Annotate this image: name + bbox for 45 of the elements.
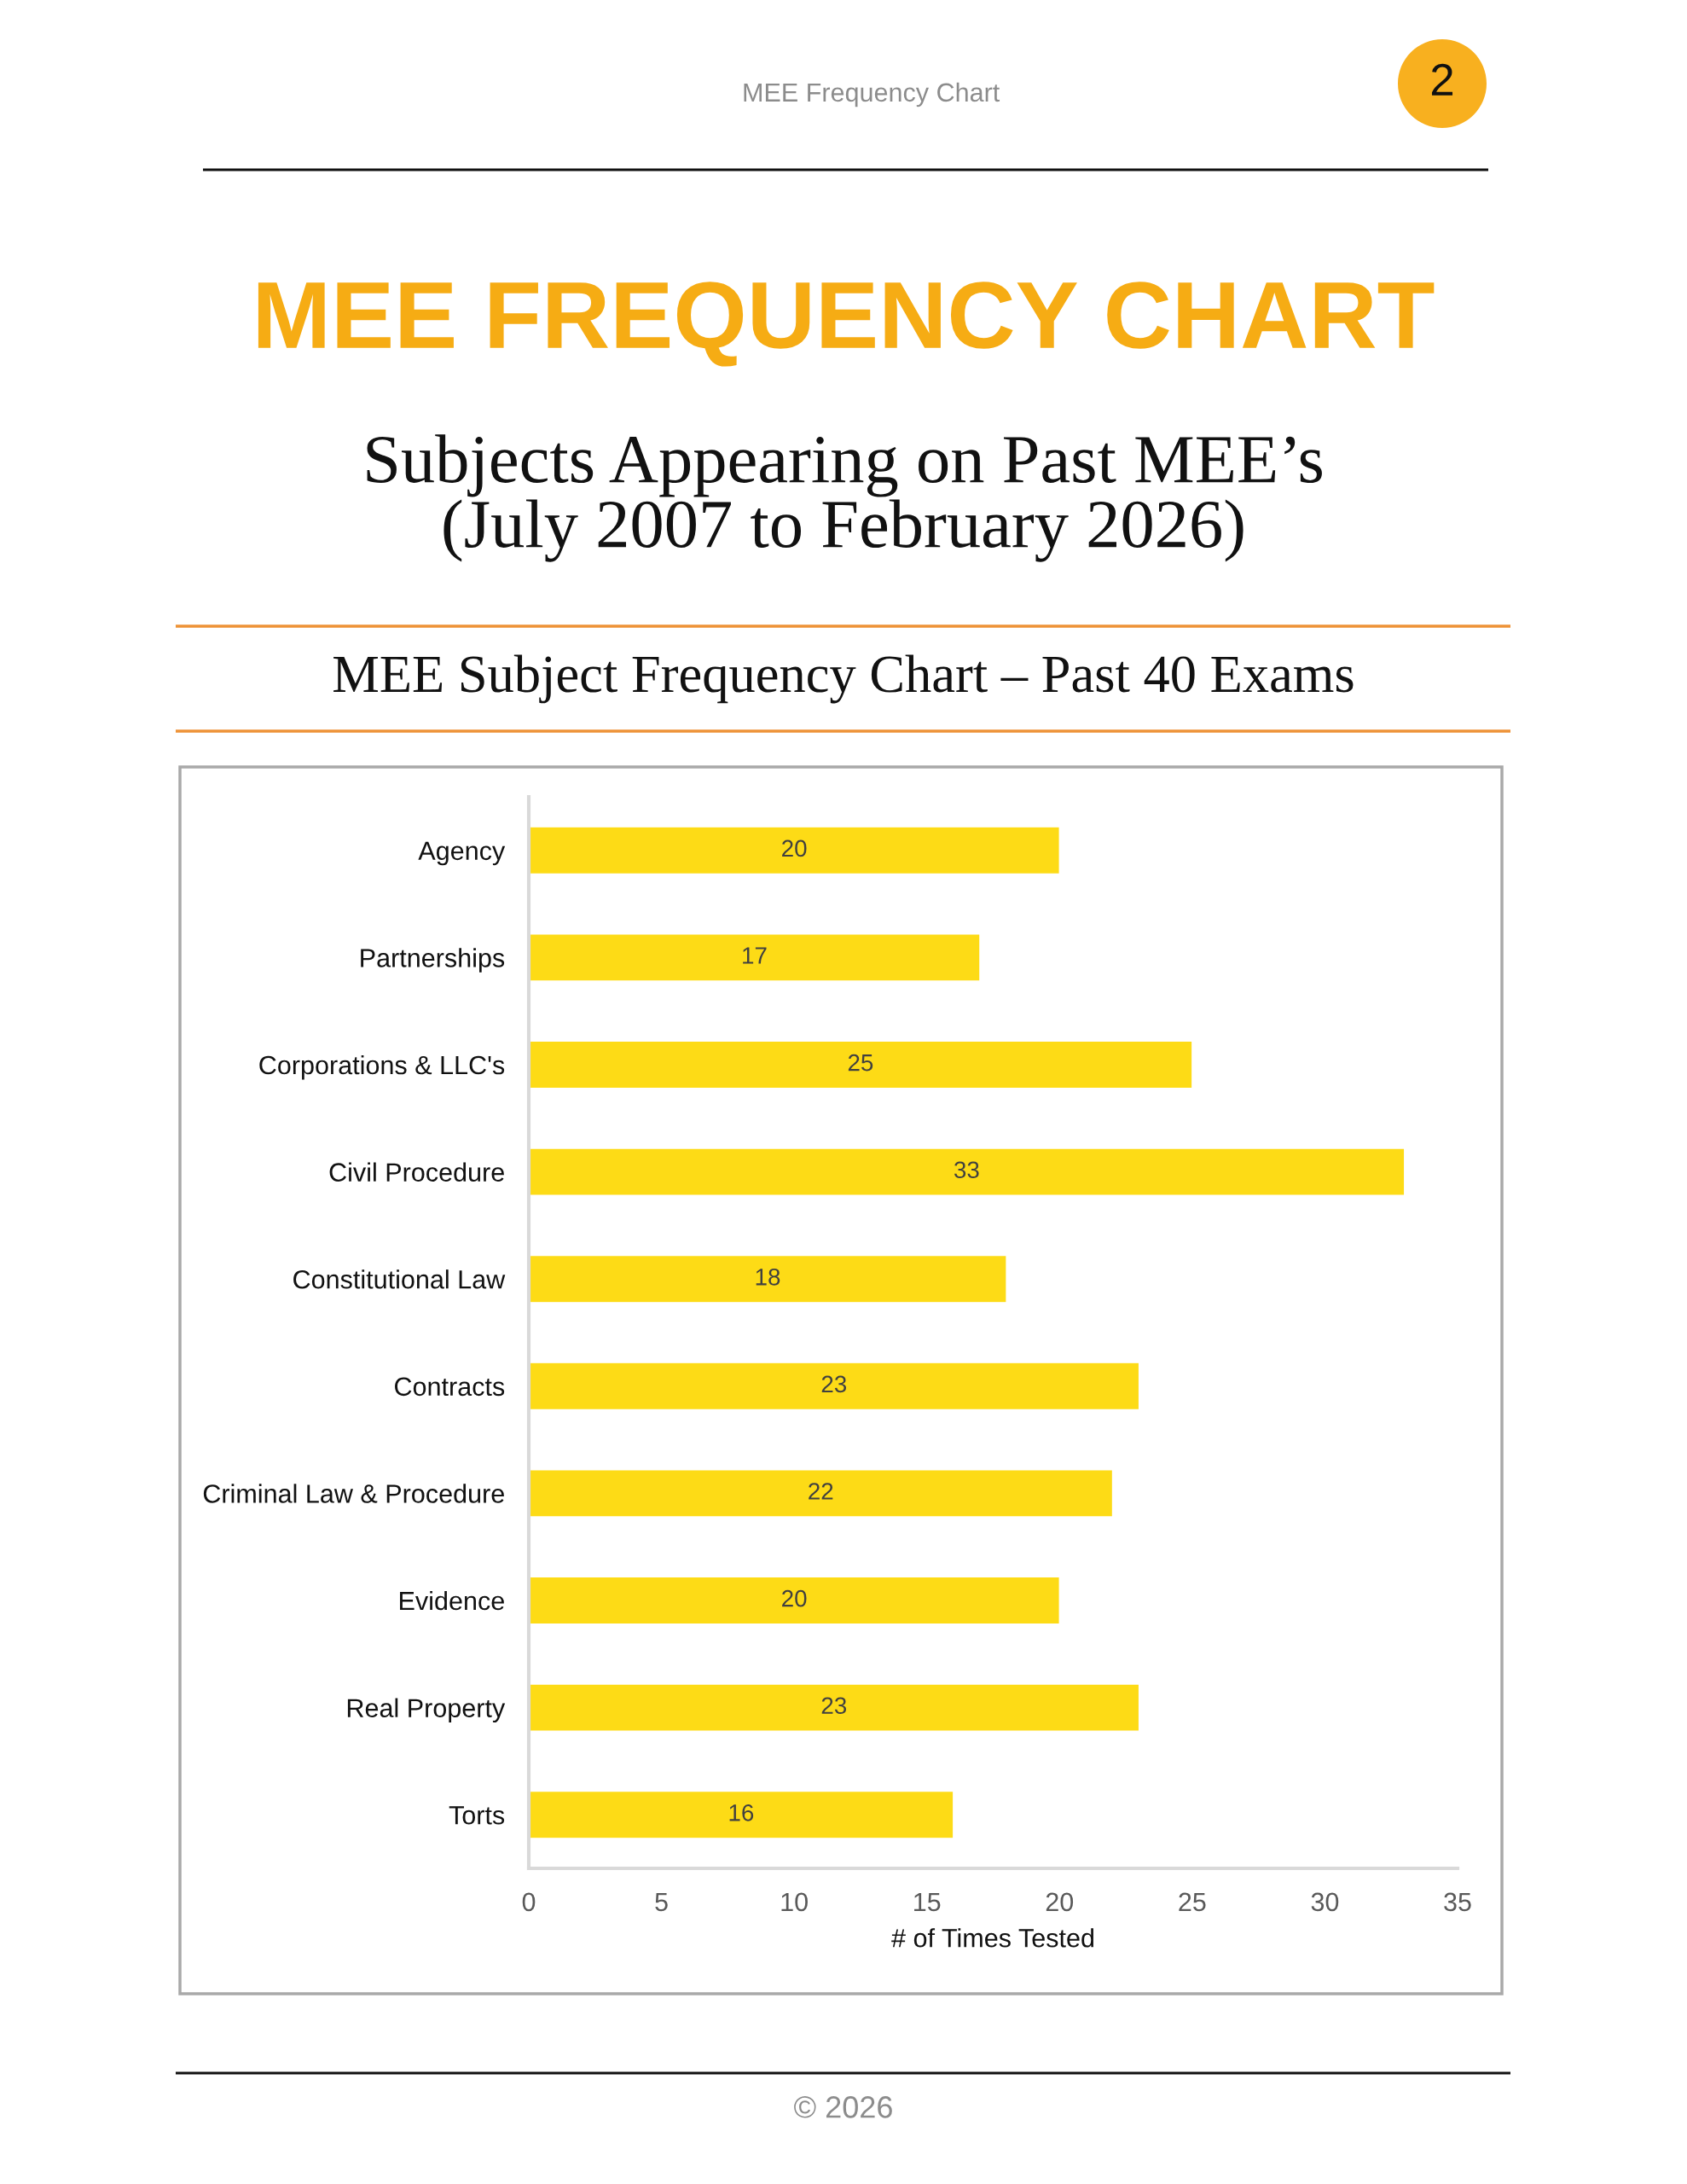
chart-title: MEE FREQUENCY CHART [258,282,1435,367]
data-label: 33 [954,1161,979,1179]
bar [529,1362,1140,1411]
y-tick-label: Agency [418,841,506,866]
text: 2 [1431,63,1453,96]
y-tick-label: Real Property [347,1698,506,1723]
x-tick-label: 25 [1179,1892,1206,1912]
bar [529,1790,954,1839]
text: © 2026 [794,2096,892,2118]
bar [529,1254,1007,1304]
data-label: 20 [782,1589,807,1607]
y-tick-label: Civil Procedure [329,1162,504,1182]
x-tick-label: 10 [781,1892,808,1912]
x-tick-label: 0 [522,1892,536,1912]
bar [529,826,1060,875]
x-tick-label: 20 [1046,1892,1074,1912]
bar [529,1576,1060,1625]
x-tick-label: 35 [1444,1892,1471,1912]
y-tick-label: Evidence [400,1590,504,1611]
x-tick-label: 30 [1311,1892,1339,1912]
chart-subtitle: Subjects Appearing on Past MEE’s (July 2007 to February 2026) [367,434,1322,562]
y-tick-label: Corporations & LLC's [259,1054,505,1080]
bar [529,1683,1140,1732]
x-axis-title: # of Times Tested [891,1928,1093,1948]
y-tick-label: Contracts [395,1377,505,1397]
y-tick-label: Partnerships [361,948,505,973]
text: MEE Frequency Chart [744,82,1000,107]
bar [529,1469,1114,1518]
data-label: 22 [809,1483,833,1500]
bar [529,1147,1406,1196]
bar [529,933,981,982]
bar [529,1040,1193,1089]
data-label: 18 [756,1268,780,1286]
data-label: 17 [743,947,767,964]
x-tick-label: 5 [655,1892,668,1912]
y-tick-label: Constitutional Law [293,1269,506,1289]
data-label: 20 [782,839,807,857]
y-tick-label: Criminal Law & Procedure [203,1484,504,1503]
x-tick-label: 15 [914,1892,941,1912]
y-tick-label: Torts [449,1806,505,1825]
data-label: 25 [848,1054,873,1072]
data-label: 23 [821,1697,847,1715]
text: MEE Subject Frequency Chart – Past 40 Exams [333,654,1354,704]
data-label: 16 [729,1804,754,1821]
data-label: 23 [821,1375,847,1393]
